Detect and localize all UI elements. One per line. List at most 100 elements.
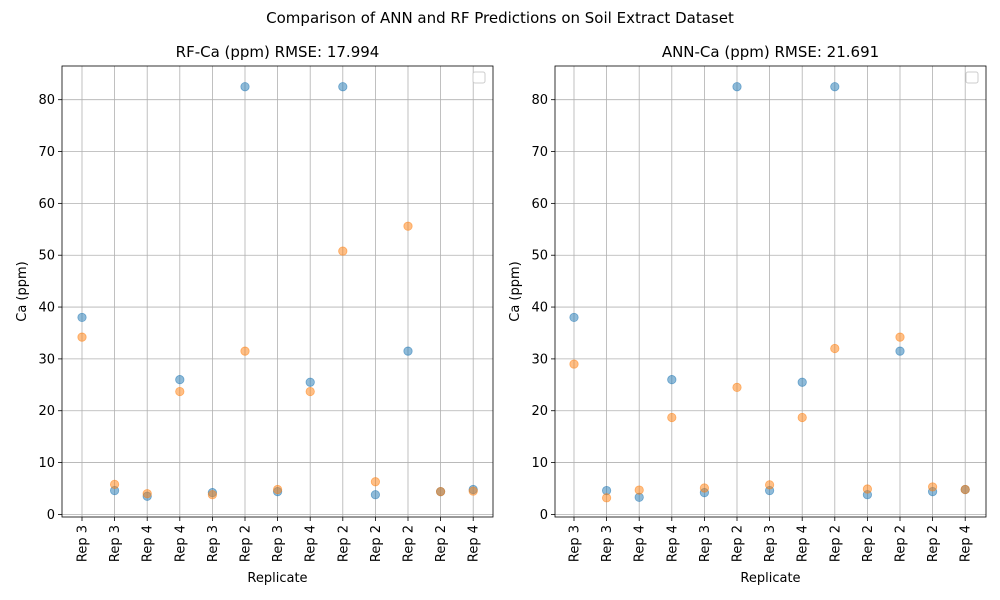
scatter-point bbox=[830, 82, 840, 92]
grid-lines bbox=[555, 66, 986, 517]
scatter-point bbox=[77, 312, 87, 323]
x-tick-label: Rep 3 bbox=[271, 525, 286, 562]
x-tick-label: Rep 4 bbox=[467, 525, 482, 562]
x-tick-label: Rep 2 bbox=[731, 525, 746, 562]
x-tick-label: Rep 2 bbox=[239, 525, 254, 562]
scatter-point bbox=[569, 359, 579, 369]
scatter-point bbox=[207, 490, 217, 500]
scatter-point bbox=[370, 477, 380, 487]
y-tick-label: 0 bbox=[47, 508, 55, 523]
y-tick-label: 10 bbox=[38, 456, 55, 471]
y-tick-label: 70 bbox=[531, 145, 548, 160]
y-tick-label: 50 bbox=[38, 249, 55, 264]
chart-title: ANN-Ca (ppm) RMSE: 21.691 bbox=[662, 43, 879, 61]
x-axis-label: Replicate bbox=[740, 571, 800, 586]
x-tick-label: Rep 2 bbox=[926, 525, 941, 562]
x-tick-label: Rep 4 bbox=[633, 525, 648, 562]
scatter-point bbox=[601, 493, 612, 503]
scatter-point bbox=[435, 486, 446, 497]
x-tick-label: Rep 2 bbox=[434, 525, 449, 562]
y-tick-label: 30 bbox=[38, 352, 55, 367]
scatter-point bbox=[142, 489, 152, 499]
x-tick-label: Rep 2 bbox=[369, 525, 384, 562]
y-tick-label: 40 bbox=[38, 301, 55, 316]
scatter-point bbox=[403, 221, 413, 231]
legend-box bbox=[965, 71, 979, 84]
scatter-point bbox=[732, 382, 742, 393]
y-tick-label: 0 bbox=[540, 508, 548, 523]
y-tick-label: 70 bbox=[38, 145, 55, 160]
x-tick-label: Rep 2 bbox=[894, 525, 909, 562]
x-tick-label: Rep 3 bbox=[206, 525, 221, 562]
scatter-point bbox=[830, 343, 840, 354]
scatter-point bbox=[338, 82, 348, 92]
x-tick-label: Rep 3 bbox=[568, 525, 583, 562]
scatter-point bbox=[305, 386, 315, 397]
y-axis-label: Ca (ppm) bbox=[508, 261, 523, 322]
series-predicted bbox=[77, 221, 478, 500]
y-tick-label: 10 bbox=[531, 456, 548, 471]
x-tick-label: Rep 3 bbox=[600, 525, 615, 562]
scatter-point bbox=[895, 332, 905, 342]
scatter-point bbox=[175, 375, 185, 385]
x-tick-label: Rep 2 bbox=[402, 525, 417, 562]
x-tick-label: Rep 4 bbox=[173, 525, 188, 562]
scatter-point bbox=[797, 377, 807, 387]
scatter-point bbox=[895, 346, 905, 356]
x-tick-label: Rep 4 bbox=[959, 525, 974, 562]
y-tick-label: 40 bbox=[531, 301, 548, 316]
x-tick-label: Rep 4 bbox=[304, 525, 319, 562]
y-tick-label: 20 bbox=[38, 404, 55, 419]
scatter-point bbox=[240, 346, 250, 356]
x-tick-label: Rep 3 bbox=[763, 525, 778, 562]
x-tick-label: Rep 4 bbox=[796, 525, 811, 562]
x-tick-label: Rep 3 bbox=[108, 525, 123, 562]
scatter-point bbox=[699, 483, 710, 493]
x-tick-label: Rep 2 bbox=[861, 525, 876, 562]
scatter-point bbox=[240, 82, 250, 92]
y-tick-label: 50 bbox=[531, 249, 548, 264]
scatter-point bbox=[569, 312, 579, 323]
y-tick-label: 60 bbox=[531, 197, 548, 212]
y-tick-label: 60 bbox=[38, 197, 55, 212]
scatter-point bbox=[927, 482, 938, 492]
scatter-point bbox=[370, 490, 380, 500]
x-tick-label: Rep 2 bbox=[828, 525, 843, 562]
series-predicted bbox=[569, 332, 970, 503]
x-axis-label: Replicate bbox=[247, 571, 307, 586]
scatter-point bbox=[338, 246, 348, 256]
scatter-point bbox=[77, 332, 87, 342]
scatter-point bbox=[764, 480, 775, 490]
axes-frame bbox=[61, 65, 494, 518]
x-tick-label: Rep 2 bbox=[336, 525, 351, 562]
grid-lines bbox=[62, 66, 493, 517]
x-tick-label: Rep 3 bbox=[76, 525, 91, 562]
scatter-point bbox=[667, 412, 677, 423]
x-tick-label: Rep 4 bbox=[141, 525, 156, 562]
scatter-point bbox=[403, 346, 413, 356]
scatter-point bbox=[175, 386, 185, 397]
scatter-point bbox=[960, 484, 970, 495]
scatter-point bbox=[110, 479, 120, 489]
legend-box bbox=[472, 71, 486, 84]
chart-title: RF-Ca (ppm) RMSE: 17.994 bbox=[176, 43, 380, 61]
y-tick-label: 30 bbox=[531, 352, 548, 367]
figure-suptitle: Comparison of ANN and RF Predictions on … bbox=[266, 9, 734, 27]
y-tick-label: 20 bbox=[531, 404, 548, 419]
y-tick-label: 80 bbox=[38, 93, 55, 108]
y-tick-label: 80 bbox=[531, 93, 548, 108]
axes-frame bbox=[554, 65, 987, 518]
scatter-point bbox=[634, 485, 644, 495]
scatter-point bbox=[797, 412, 807, 423]
scatter-point bbox=[305, 377, 315, 387]
x-tick-label: Rep 3 bbox=[698, 525, 713, 562]
scatter-point bbox=[667, 375, 677, 385]
x-tick-label: Rep 4 bbox=[665, 525, 680, 562]
scatter-point bbox=[862, 484, 873, 494]
scatter-point bbox=[272, 484, 283, 495]
scatter-point bbox=[732, 82, 742, 92]
y-axis-label: Ca (ppm) bbox=[15, 261, 30, 322]
